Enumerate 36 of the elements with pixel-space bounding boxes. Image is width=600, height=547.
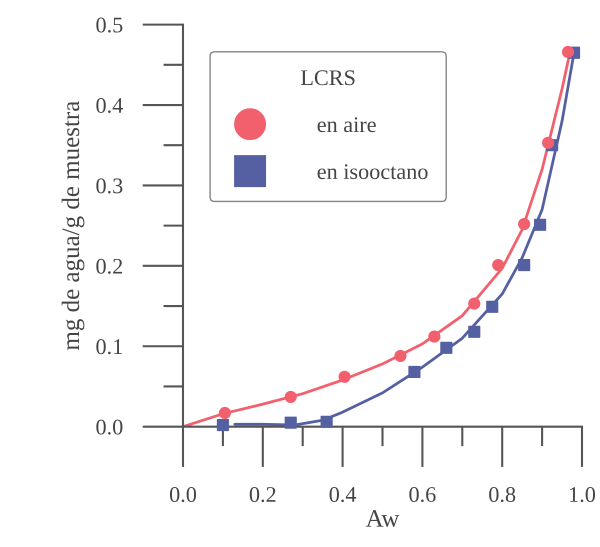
- point: [492, 258, 504, 272]
- point: [518, 258, 530, 272]
- point: [408, 366, 420, 378]
- y-axis-title: mg de agua/g de muestra: [62, 101, 84, 350]
- y-tick-label: 0.2: [96, 258, 122, 274]
- y-tick-label: 0.0: [96, 420, 122, 435]
- point: [534, 218, 546, 231]
- point: [440, 342, 452, 354]
- point: [468, 298, 480, 310]
- legend-label: en isooctano: [318, 164, 428, 180]
- y-tick-label: 0.4: [96, 98, 123, 114]
- x-tick-label: 0.2: [250, 487, 276, 502]
- y-tick-label: 0.3: [96, 178, 122, 194]
- point: [518, 218, 530, 230]
- x-tick-label: 0.8: [489, 487, 516, 502]
- point: [284, 416, 297, 429]
- point: [394, 350, 407, 362]
- point: [320, 416, 333, 428]
- y-tick-label: 0.1: [96, 339, 122, 354]
- point: [486, 300, 498, 313]
- x-tick-label: 0.0: [170, 487, 196, 502]
- point: [468, 326, 480, 338]
- point: [542, 136, 554, 149]
- y-tick-label: 0.5: [96, 18, 122, 33]
- x-tick-label: 1.0: [570, 487, 596, 502]
- x-tick-label: 0.4: [330, 487, 356, 502]
- x-tick-label: 0.6: [409, 487, 436, 502]
- legend-title: LCRS: [300, 70, 355, 86]
- point: [284, 390, 297, 403]
- point: [218, 406, 231, 420]
- point: [338, 370, 351, 383]
- legend-label: en aire: [318, 117, 376, 132]
- point: [428, 330, 440, 343]
- point: [216, 418, 229, 432]
- point: [562, 46, 574, 58]
- x-axis-title: Aw: [366, 510, 400, 527]
